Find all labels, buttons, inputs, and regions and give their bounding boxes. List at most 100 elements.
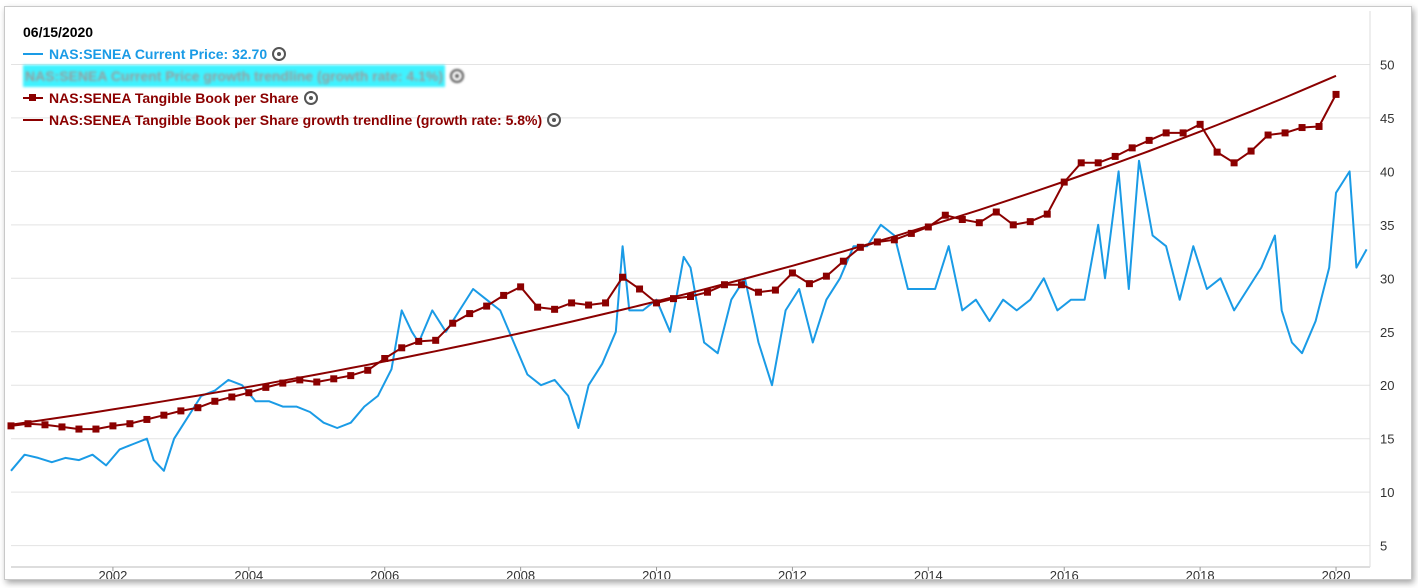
data-point-tbps [687, 292, 694, 300]
data-point-tbps [126, 420, 134, 428]
data-point-tbps [1315, 122, 1323, 130]
y-tick-label: 30 [1380, 271, 1394, 286]
data-point-tbps [41, 421, 49, 429]
data-point-tbps [92, 425, 100, 433]
x-tick-label: 2012 [778, 568, 807, 579]
data-point-tbps [1332, 90, 1340, 98]
chart-legend: 06/15/2020 NAS:SENEA Current Price: 32.7… [23, 21, 562, 131]
legend-item-price[interactable]: NAS:SENEA Current Price: 32.70 [23, 43, 561, 65]
legend-label-price-trend: NAS:SENEA Current Price growth trendline… [23, 65, 445, 87]
series-line-tbps-trend [10, 74, 1337, 426]
gear-icon[interactable] [449, 69, 464, 83]
data-point-tbps [415, 337, 423, 345]
data-point-tbps [483, 302, 491, 310]
y-tick-label: 15 [1380, 432, 1394, 447]
data-point-tbps [1145, 136, 1153, 144]
x-tick-label: 2020 [1322, 568, 1351, 579]
data-point-tbps [228, 393, 236, 401]
legend-item-price-trend[interactable]: NAS:SENEA Current Price growth trendline… [23, 65, 561, 87]
data-point-tbps [109, 422, 117, 430]
data-point-tbps [1179, 129, 1187, 137]
legend-item-tbps[interactable]: NAS:SENEA Tangible Book per Share [23, 87, 561, 109]
data-point-tbps [890, 236, 898, 244]
data-point-tbps [1009, 221, 1017, 229]
legend-label-tbps-trend: NAS:SENEA Tangible Book per Share growth… [49, 112, 543, 128]
x-tick-label: 2006 [370, 568, 399, 579]
data-point-tbps [975, 219, 983, 227]
data-point-tbps [381, 355, 389, 362]
legend-swatch-tbps-trend [23, 119, 43, 121]
data-point-tbps [1111, 152, 1119, 160]
y-tick-label: 5 [1380, 539, 1387, 554]
data-point-tbps [1213, 148, 1221, 156]
data-point-tbps [907, 229, 915, 237]
data-point-tbps [568, 299, 576, 307]
data-point-tbps [500, 291, 508, 299]
data-point-tbps [788, 269, 796, 277]
y-tick-label: 10 [1380, 485, 1394, 500]
data-point-tbps [449, 319, 457, 327]
data-point-tbps [805, 280, 813, 288]
data-point-tbps [1298, 124, 1306, 132]
data-point-tbps [7, 422, 15, 430]
data-point-tbps [313, 378, 321, 386]
data-point-tbps [517, 283, 525, 291]
legend-label-tbps: NAS:SENEA Tangible Book per Share [49, 90, 299, 106]
data-point-tbps [1230, 159, 1238, 167]
x-tick-label: 2010 [642, 568, 671, 579]
data-point-tbps [822, 272, 830, 280]
data-point-tbps [432, 336, 440, 344]
gear-icon[interactable] [547, 113, 562, 127]
legend-item-tbps-trend[interactable]: NAS:SENEA Tangible Book per Share growth… [23, 109, 562, 131]
data-point-tbps [1043, 210, 1051, 218]
data-point-tbps [670, 295, 678, 303]
data-point-tbps [245, 389, 253, 397]
data-point-tbps [992, 208, 1000, 216]
data-point-tbps [703, 288, 711, 296]
data-point-tbps [58, 423, 66, 431]
y-tick-label: 45 [1380, 111, 1394, 126]
y-tick-label: 25 [1380, 325, 1394, 340]
data-point-tbps [1162, 129, 1170, 137]
series-line-price [10, 159, 1368, 472]
data-point-tbps [1264, 131, 1272, 139]
data-point-tbps [1247, 147, 1255, 155]
data-point-tbps [1128, 144, 1136, 152]
data-point-tbps [194, 404, 202, 412]
legend-label-price: NAS:SENEA Current Price: 32.70 [49, 46, 268, 62]
data-point-tbps [466, 310, 474, 318]
x-tick-label: 2014 [914, 568, 943, 579]
data-point-tbps [958, 216, 966, 223]
data-point-tbps [1281, 129, 1289, 137]
legend-date: 06/15/2020 [23, 24, 94, 40]
y-tick-label: 20 [1380, 378, 1394, 393]
data-point-tbps [143, 415, 151, 423]
gear-icon[interactable] [272, 47, 287, 61]
x-tick-label: 2018 [1186, 568, 1215, 579]
y-tick-label: 50 [1380, 57, 1394, 72]
y-tick-label: 40 [1380, 164, 1394, 179]
series-line-tbps [10, 93, 1337, 431]
gear-icon[interactable] [303, 91, 318, 105]
data-point-tbps [619, 273, 627, 281]
x-tick-label: 2008 [506, 568, 535, 579]
data-point-tbps [296, 376, 304, 384]
data-point-tbps [160, 411, 168, 419]
data-point-tbps [24, 420, 32, 428]
data-point-tbps [398, 344, 406, 352]
data-point-tbps [636, 285, 644, 293]
data-point-tbps [75, 425, 83, 433]
data-point-tbps [1077, 159, 1085, 167]
x-tick-label: 2004 [234, 568, 263, 579]
data-point-tbps [364, 366, 372, 374]
data-point-tbps [279, 379, 287, 387]
data-point-tbps [177, 407, 185, 415]
data-point-tbps [602, 299, 610, 307]
data-point-tbps [839, 257, 847, 265]
chart-plot: 5 10 15 20 25 30 35 40 45 50 2002 2004 2006 2008 2010 2… [7, 11, 1394, 579]
data-point-tbps [737, 281, 745, 289]
x-tick-label: 2002 [98, 568, 127, 579]
data-point-tbps [534, 303, 542, 311]
data-point-tbps [262, 383, 270, 391]
data-point-tbps [1094, 159, 1102, 167]
